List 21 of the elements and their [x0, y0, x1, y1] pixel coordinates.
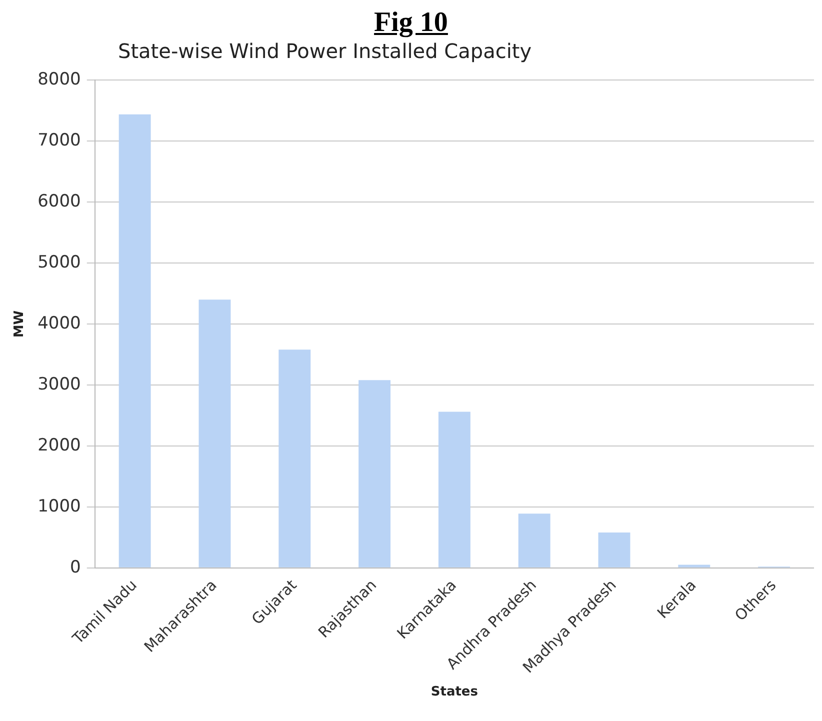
bar [438, 412, 470, 568]
y-axis-title: MW [12, 310, 28, 338]
bar [278, 350, 311, 568]
x-axis-title: States [430, 684, 478, 700]
y-tick-label: 5000 [38, 252, 81, 272]
bar [198, 300, 231, 568]
y-tick-label: 0 [70, 557, 81, 578]
chart-title: State-wise Wind Power Installed Capacity [118, 38, 533, 64]
y-tick-label: 6000 [38, 192, 81, 212]
y-tick-label: 7000 [38, 130, 81, 151]
bar [118, 114, 151, 568]
bar [678, 564, 710, 568]
bar [518, 514, 550, 568]
y-tick-label: 4000 [38, 313, 81, 334]
y-tick-label: 2000 [38, 435, 81, 456]
y-tick-label: 8000 [38, 70, 81, 90]
y-tick-label: 1000 [38, 496, 81, 516]
bar [358, 380, 391, 568]
y-tick-label: 3000 [38, 374, 81, 394]
caption: Fig 10 [373, 7, 449, 38]
bar [598, 532, 630, 568]
